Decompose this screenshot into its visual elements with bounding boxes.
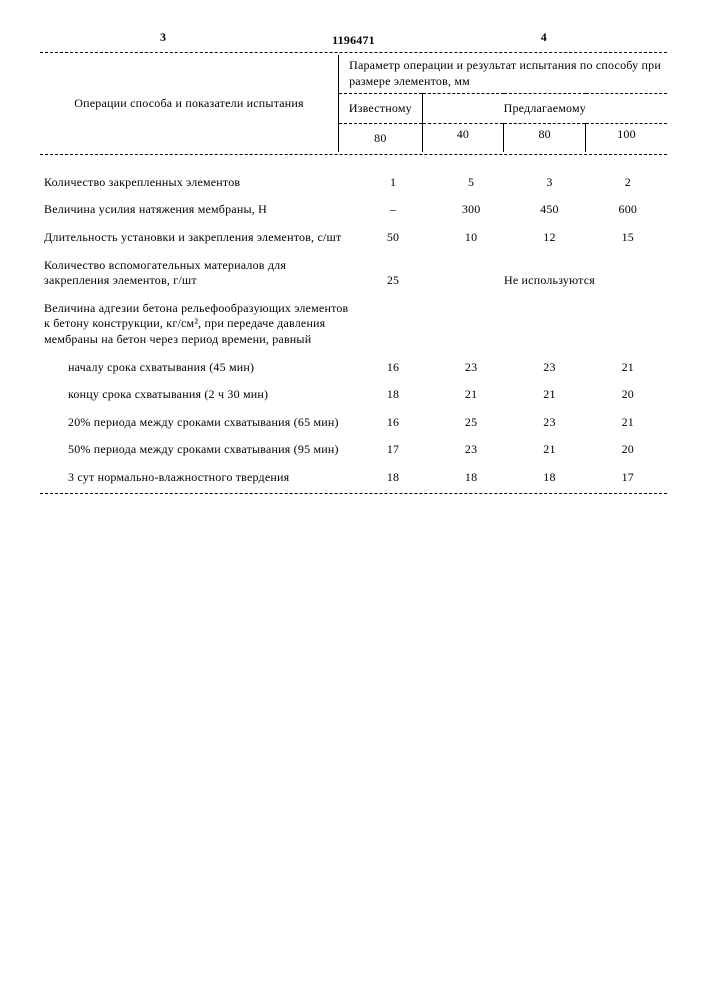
row-label: Величина адгезии бетона рельефообразующи… (40, 295, 354, 354)
cell: 3 (510, 169, 588, 197)
size-a: 80 (339, 123, 423, 152)
cell: 21 (432, 381, 510, 409)
cell: 18 (432, 464, 510, 492)
row-label: Длительность установки и закрепления эле… (40, 224, 354, 252)
cell: 12 (510, 224, 588, 252)
cell: 300 (432, 196, 510, 224)
cell: 16 (354, 409, 432, 437)
divider (40, 154, 667, 155)
cell: 25 (432, 409, 510, 437)
cell: 20 (589, 436, 667, 464)
cell: 450 (510, 196, 588, 224)
cell: 23 (510, 409, 588, 437)
row-label: Количество закрепленных элементов (40, 169, 354, 197)
page-number-left: 3 (160, 30, 166, 45)
page-number-right: 4 (541, 30, 547, 45)
table-row: началу срока схватывания (45 мин) 16 23 … (40, 354, 667, 382)
row-label: 3 сут нормально-влажностного твердения (40, 464, 354, 492)
size-c: 80 (504, 123, 586, 152)
cell: 23 (510, 354, 588, 382)
table-row: Количество вспомогательных материалов дл… (40, 252, 667, 295)
table-row: 20% периода между сроками схватывания (6… (40, 409, 667, 437)
divider (40, 52, 667, 53)
divider (40, 493, 667, 494)
cell: 21 (510, 436, 588, 464)
size-b: 40 (422, 123, 504, 152)
table-row: Количество закрепленных элементов 1 5 3 … (40, 169, 667, 197)
row-label: концу срока схватывания (2 ч 30 мин) (40, 381, 354, 409)
document-number: 1196471 (40, 33, 667, 48)
header-known: Известному (339, 94, 423, 123)
row-label: Количество вспомогательных материалов дл… (40, 252, 354, 295)
cell: 10 (432, 224, 510, 252)
cell: 1 (354, 169, 432, 197)
table-row: Величина адгезии бетона рельефообразующи… (40, 295, 667, 354)
cell: 18 (510, 464, 588, 492)
row-label: 50% периода между сроками схватывания (9… (40, 436, 354, 464)
cell: 23 (432, 436, 510, 464)
table-row: Длительность установки и закрепления эле… (40, 224, 667, 252)
cell: 23 (432, 354, 510, 382)
table-row: Величина усилия натяжения мембраны, Н – … (40, 196, 667, 224)
row-label: Величина усилия натяжения мембраны, Н (40, 196, 354, 224)
cell: 21 (589, 409, 667, 437)
cell: 25 (354, 252, 432, 295)
cell: 2 (589, 169, 667, 197)
table-row: 50% периода между сроками схватывания (9… (40, 436, 667, 464)
cell: 21 (510, 381, 588, 409)
cell: 600 (589, 196, 667, 224)
table-row: концу срока схватывания (2 ч 30 мин) 18 … (40, 381, 667, 409)
cell: 17 (354, 436, 432, 464)
table-row: 3 сут нормально-влажностного твердения 1… (40, 464, 667, 492)
header-table: Операции способа и показатели испытания … (40, 55, 667, 152)
cell: 15 (589, 224, 667, 252)
cell: 50 (354, 224, 432, 252)
cell: 18 (354, 381, 432, 409)
cell: 20 (589, 381, 667, 409)
row-label: началу срока схватывания (45 мин) (40, 354, 354, 382)
header-right: Параметр операции и результат испытания … (339, 55, 667, 94)
data-table: Количество закрепленных элементов 1 5 3 … (40, 157, 667, 492)
cell: 17 (589, 464, 667, 492)
cell: 21 (589, 354, 667, 382)
cell: 18 (354, 464, 432, 492)
row-label: 20% периода между сроками схватывания (6… (40, 409, 354, 437)
size-d: 100 (586, 123, 667, 152)
cell: 5 (432, 169, 510, 197)
cell: 16 (354, 354, 432, 382)
header-left: Операции способа и показатели испытания (40, 55, 339, 152)
header-proposed: Предлагаемому (422, 94, 667, 123)
cell: – (354, 196, 432, 224)
cell-merged: Не используются (432, 252, 667, 295)
